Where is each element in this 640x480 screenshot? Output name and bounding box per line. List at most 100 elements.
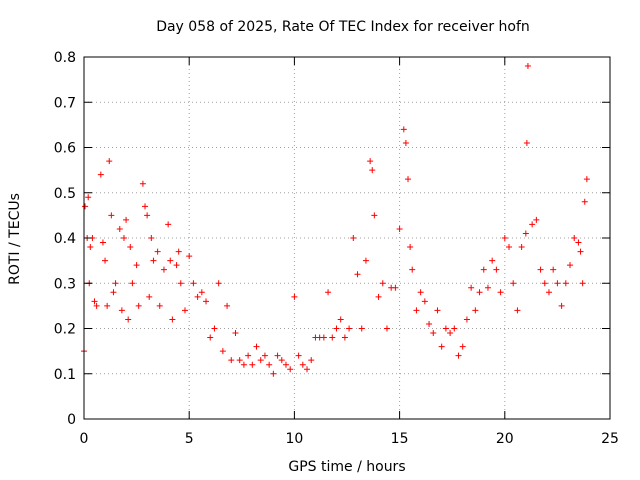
data-point	[116, 225, 123, 232]
data-point	[150, 257, 157, 264]
data-point	[169, 316, 176, 323]
data-point	[82, 203, 89, 210]
data-point	[430, 330, 437, 337]
x-axis-title: GPS time / hours	[288, 459, 405, 475]
data-point	[421, 298, 428, 305]
y-tick-label: 0.3	[54, 276, 76, 292]
x-tick-label: 0	[80, 431, 89, 447]
data-point	[135, 302, 142, 309]
data-point	[442, 325, 449, 332]
y-tick-label: 0.4	[54, 231, 76, 247]
y-tick-label: 0.6	[54, 141, 76, 157]
data-point	[261, 352, 268, 359]
data-point	[304, 366, 311, 373]
y-tick-label: 0.8	[54, 50, 76, 66]
data-point	[514, 307, 521, 314]
data-point	[567, 262, 574, 269]
data-point	[545, 289, 552, 296]
data-point	[224, 302, 231, 309]
data-point	[447, 330, 454, 337]
data-point	[375, 293, 382, 300]
data-point	[270, 370, 277, 377]
y-tick-label: 0.1	[54, 367, 76, 383]
data-point	[459, 343, 466, 350]
data-point	[156, 302, 163, 309]
data-point	[413, 307, 420, 314]
data-point	[476, 289, 483, 296]
data-point	[392, 284, 399, 291]
data-point	[497, 289, 504, 296]
x-tick-label: 5	[185, 431, 194, 447]
data-point	[274, 352, 281, 359]
x-tick-label: 10	[285, 431, 303, 447]
data-point	[129, 280, 136, 287]
data-point	[484, 284, 491, 291]
data-point	[489, 257, 496, 264]
data-point	[118, 307, 125, 314]
data-point	[232, 330, 239, 337]
data-point	[541, 280, 548, 287]
data-point	[108, 212, 115, 219]
data-point	[198, 289, 205, 296]
data-point	[203, 298, 210, 305]
data-point	[91, 298, 98, 305]
data-point	[409, 266, 416, 273]
data-point	[396, 225, 403, 232]
data-point	[438, 343, 445, 350]
data-point	[417, 289, 424, 296]
y-tick-label: 0.5	[54, 186, 76, 202]
data-point	[167, 257, 174, 264]
y-tick-label: 0	[67, 412, 76, 428]
data-point	[146, 293, 153, 300]
data-point	[127, 244, 134, 251]
data-point	[295, 352, 302, 359]
data-point	[93, 302, 100, 309]
data-point	[583, 176, 590, 183]
data-point	[579, 280, 586, 287]
data-point	[173, 262, 180, 269]
data-point	[383, 325, 390, 332]
data-point	[194, 293, 201, 300]
data-point	[139, 180, 146, 187]
data-point	[463, 316, 470, 323]
data-point	[493, 266, 500, 273]
data-point	[510, 280, 517, 287]
data-point	[133, 262, 140, 269]
data-point	[144, 212, 151, 219]
data-point	[299, 361, 306, 368]
data-point	[102, 257, 109, 264]
data-point	[236, 357, 243, 364]
data-point	[522, 230, 529, 237]
data-point	[371, 212, 378, 219]
data-point	[110, 289, 117, 296]
data-point	[405, 176, 412, 183]
data-point	[207, 334, 214, 341]
x-tick-label: 15	[391, 431, 409, 447]
data-point	[455, 352, 462, 359]
data-point	[85, 194, 92, 201]
data-point	[501, 235, 508, 241]
data-point	[219, 348, 226, 355]
data-point	[257, 357, 264, 364]
data-point	[87, 244, 94, 251]
data-point	[329, 334, 336, 341]
x-tick-label: 20	[496, 431, 514, 447]
data-point	[337, 316, 344, 323]
data-point	[577, 248, 584, 255]
data-point	[249, 361, 256, 368]
data-point	[320, 334, 327, 341]
y-tick-label: 0.2	[54, 322, 76, 338]
data-point	[282, 361, 289, 368]
data-point	[175, 248, 182, 255]
data-point	[581, 198, 588, 205]
data-point	[160, 266, 167, 273]
data-point	[104, 302, 111, 309]
data-point	[524, 63, 531, 70]
data-point	[468, 284, 475, 291]
data-point	[362, 257, 369, 264]
data-point	[333, 325, 340, 332]
y-axis-title: ROTI / TECUs	[7, 193, 23, 285]
data-point	[480, 266, 487, 273]
